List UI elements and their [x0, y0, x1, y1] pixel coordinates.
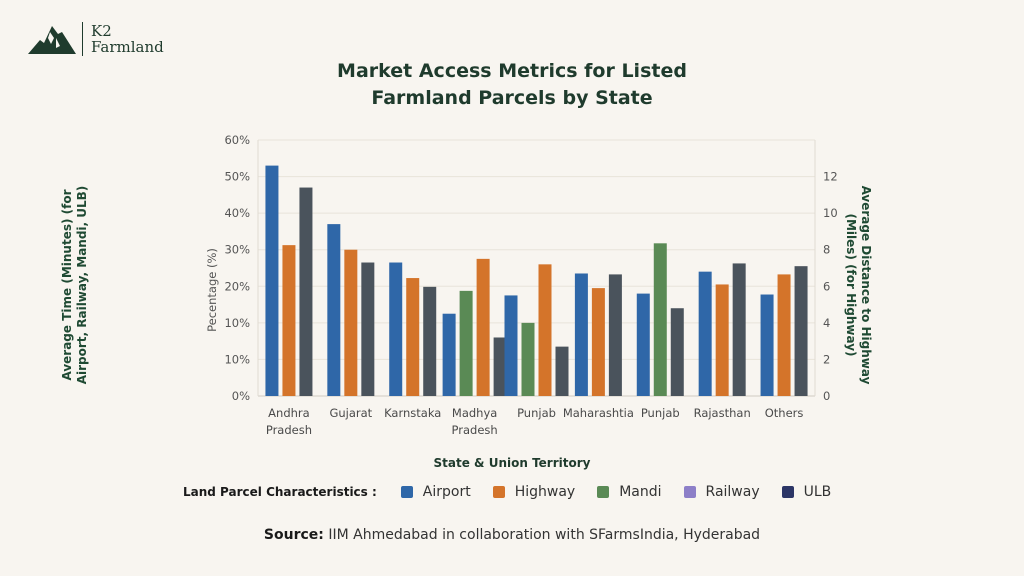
y-right-tick-label: 12 [823, 170, 838, 184]
legend-label-airport: Airport [422, 484, 471, 500]
brand-logo: K2 Farmland [28, 22, 164, 56]
y-right-tick-label: 2 [823, 352, 830, 366]
x-tick-label: Others [739, 405, 829, 422]
bar-mandi [653, 243, 667, 396]
x-tick-label: Maharashtia [553, 405, 643, 422]
x-axis-title: State & Union Territory [433, 456, 591, 470]
source-note: Source: IIM Ahmedabad in collaboration w… [0, 527, 1024, 543]
bar-airport [698, 271, 712, 396]
x-tick-label: Karnstaka [368, 405, 458, 422]
bar-highway [777, 274, 791, 396]
y-right-tick-label: 8 [823, 243, 830, 257]
chart-title-line1: Market Access Metrics for Listed [337, 60, 687, 82]
x-tick-label-line: Madhya [451, 406, 498, 420]
x-tick-label-line: Others [764, 406, 804, 420]
y-left-tick-label: 20% [224, 279, 250, 293]
legend-swatch-mandi [597, 486, 610, 498]
bar-airport [574, 273, 588, 396]
legend-label-railway: Railway [705, 484, 760, 500]
x-tick-label: Rajasthan [677, 405, 767, 422]
x-tick-label: Gujarat [306, 405, 396, 422]
bar-airport [442, 313, 456, 396]
bar-highway [344, 249, 358, 396]
legend-label-ulb: ULB [803, 484, 832, 500]
legend-swatch-railway [683, 486, 696, 498]
legend-swatch-airport [400, 486, 413, 498]
bar-highway [715, 284, 729, 396]
y-left-tick-label: 60% [224, 133, 250, 147]
x-tick-label-line: Punjab [517, 406, 556, 420]
bar-highway [476, 258, 490, 396]
brand-name-line2: Farmland [91, 38, 164, 56]
legend-title: Land Parcel Characteristics : [183, 485, 377, 499]
bar-highway [282, 245, 296, 396]
y-left-tick-label: 30% [224, 243, 250, 257]
legend-swatch-highway [492, 486, 505, 498]
legend-item-airport: Airport [400, 484, 471, 500]
chart-title-line2: Farmland Parcels by State [371, 87, 653, 109]
y-left-tick-label: 10% [224, 316, 250, 330]
logo-divider [82, 22, 83, 56]
x-tick-label-line: Karnstaka [384, 406, 442, 420]
x-tick-label: Punjab [615, 405, 705, 422]
bar-ulb [493, 337, 507, 396]
legend: Land Parcel Characteristics : Airport Hi… [183, 484, 853, 500]
x-tick-label: Punjab [492, 405, 582, 422]
y-left-tick-label: 40% [224, 206, 250, 220]
y-left-tick-label: 50% [224, 170, 250, 184]
bar-mandi [521, 322, 535, 396]
x-tick-label-line: Rajasthan [693, 406, 751, 420]
bar-airport [760, 294, 774, 396]
y-left-tick-label: 0% [232, 389, 250, 403]
y-right-tick-label: 0 [823, 389, 830, 403]
bar-highway [591, 288, 605, 396]
legend-item-highway: Highway [492, 484, 576, 500]
x-tick-label-line: Pradesh [451, 423, 498, 437]
bar-airport [636, 293, 650, 396]
x-tick-label-line: Gujarat [329, 406, 373, 420]
bar-ulb [555, 346, 569, 396]
y-right-tick-label: 10 [823, 206, 838, 220]
bar-ulb [299, 187, 313, 396]
bar-airport [327, 224, 341, 396]
bar-airport [265, 165, 279, 396]
legend-item-railway: Railway [683, 484, 760, 500]
bar-ulb [608, 274, 622, 396]
legend-label-mandi: Mandi [619, 484, 662, 500]
x-tick-label-line: Punjab [640, 406, 680, 420]
bar-airport [504, 295, 518, 396]
legend-item-mandi: Mandi [597, 484, 662, 500]
source-label: Source: [263, 527, 324, 543]
chart-title: Market Access Metrics for Listed Farmlan… [0, 58, 1024, 112]
x-tick-label-line: Maharashtia [562, 406, 634, 420]
x-tick-label-line: Pradesh [265, 423, 313, 437]
x-tick-label-line: Andhra [268, 406, 310, 420]
legend-label-highway: Highway [514, 484, 576, 500]
x-tick-label: Madhya Pradesh [430, 405, 520, 439]
x-tick-label: Andhra Pradesh [244, 405, 334, 439]
mountain-icon [28, 26, 76, 54]
bar-highway [406, 278, 420, 396]
legend-swatch-ulb [781, 486, 794, 498]
bar-ulb [670, 308, 684, 396]
bar-airport [389, 262, 403, 396]
y-left-tick-label: 10% [224, 352, 250, 366]
bar-ulb [732, 263, 746, 396]
bar-mandi [459, 290, 473, 396]
y-right-tick-label: 4 [823, 316, 830, 330]
legend-item-ulb: ULB [781, 484, 832, 500]
bar-ulb [794, 266, 808, 396]
source-text: IIM Ahmedabad in collaboration with SFar… [323, 527, 761, 543]
bar-ulb [423, 286, 437, 396]
bar-ulb [361, 262, 375, 396]
y-right-tick-label: 6 [823, 279, 830, 293]
bar-highway [538, 264, 552, 396]
brand-name-line1: K2 [91, 22, 112, 40]
